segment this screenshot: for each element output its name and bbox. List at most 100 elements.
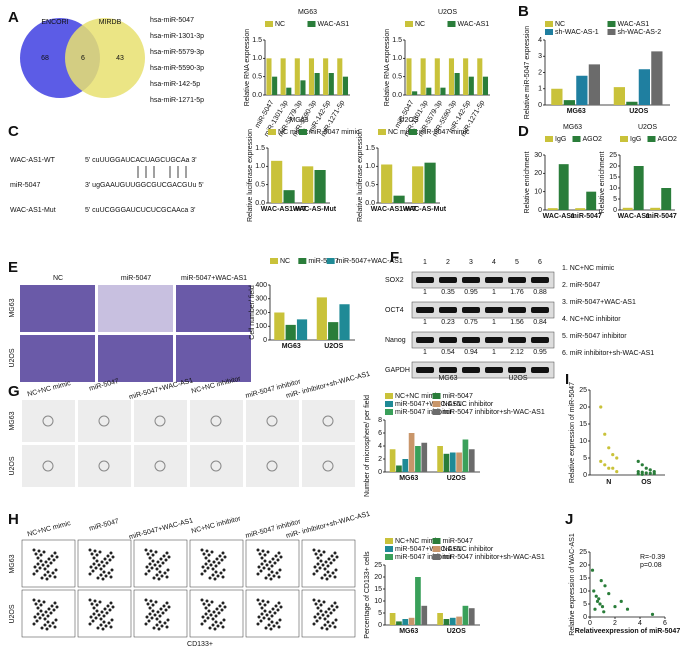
y-tick-label: 0.5 [252, 74, 262, 81]
chart-title: U2OS [438, 9, 457, 16]
flow-dot [40, 576, 44, 580]
bar [424, 162, 436, 203]
bar [588, 64, 600, 105]
point [640, 463, 644, 467]
flow-dot [102, 564, 106, 568]
flow-dot [36, 612, 40, 616]
flow-dot [223, 605, 227, 609]
y-tick-label: 15 [579, 421, 587, 428]
panel-letter: J [565, 511, 573, 528]
label: 4 [492, 259, 496, 266]
band [485, 307, 503, 313]
legend-label: IgG [630, 136, 641, 143]
y-tick-label: 300 [255, 296, 267, 303]
flow-dot [268, 560, 272, 564]
flow-dot [205, 549, 209, 553]
flow-dot [90, 552, 94, 556]
flow-dot [154, 600, 158, 604]
panel-letter: A [8, 9, 19, 26]
flow-dot [269, 577, 273, 581]
flow-dot [111, 555, 115, 559]
bar [437, 446, 443, 472]
flow-dot [214, 614, 218, 618]
bar [440, 87, 446, 95]
bar [381, 164, 393, 203]
flow-dot [151, 559, 155, 563]
flow-dot [98, 550, 102, 554]
flow-dot [317, 549, 321, 553]
micrograph [134, 400, 187, 442]
panel-letter: E [8, 259, 18, 276]
flow-dot [259, 569, 263, 573]
x-tick-label: miR-5047 [646, 213, 677, 220]
point [636, 472, 640, 476]
flow-dot [220, 608, 224, 612]
flow-dot [259, 619, 263, 623]
flow-dot [88, 622, 92, 626]
sphere [42, 460, 54, 472]
flow-dot [150, 566, 154, 570]
legend-label: NC+NC inhibitor [443, 401, 494, 408]
flow-dot [145, 565, 149, 569]
flow-dot [105, 611, 109, 615]
flow-dot [145, 615, 149, 619]
flow-dot [39, 553, 43, 557]
flow-dot [107, 571, 111, 575]
y-axis-label: Relative expression of WAC-AS1 [569, 533, 576, 636]
bar [389, 449, 396, 472]
flow-dot [335, 605, 339, 609]
flow-dot [48, 574, 52, 578]
y-axis-label: Relative RNA expression [384, 29, 391, 107]
flow-dot [160, 574, 164, 578]
flow-dot [330, 604, 334, 608]
panel-letter: G [8, 383, 20, 400]
flow-dot [151, 603, 155, 607]
flow-dot [315, 619, 319, 623]
flow-dot [204, 562, 208, 566]
legend-swatch [432, 538, 441, 544]
sphere [322, 415, 334, 427]
y-tick-label: 20 [579, 562, 587, 569]
flow-dot [150, 616, 154, 620]
flow-dot [36, 562, 40, 566]
flow-dot [201, 565, 205, 569]
bar [408, 433, 415, 472]
flow-dot [333, 601, 337, 605]
legend-label: WAC-AS1 [458, 21, 490, 28]
micrograph [22, 445, 75, 487]
flow-dot [272, 624, 276, 628]
legend-swatch [270, 258, 278, 264]
flow-dot [53, 551, 57, 555]
legend-swatch [432, 393, 441, 399]
bar [283, 190, 295, 203]
flow-dot [159, 557, 163, 561]
flow-dot [314, 552, 318, 556]
flow-dot [207, 609, 211, 613]
micrograph [133, 539, 188, 588]
y-axis-label: Relative enrichment [524, 152, 531, 214]
label: 5' cuUCGGGAUCUCUCGCAAca 3' [85, 207, 195, 214]
flow-dot [222, 618, 226, 622]
flow-dot [157, 627, 161, 631]
y-tick-label: 1.0 [365, 163, 375, 170]
bar [271, 160, 283, 203]
flow-dot [200, 548, 204, 552]
flow-dot [165, 575, 169, 579]
flow-dot [161, 561, 165, 565]
bar [396, 621, 402, 625]
flow-dot [166, 618, 170, 622]
point [590, 568, 595, 572]
flow-dot [146, 602, 150, 606]
legend-swatch [265, 21, 273, 27]
flow-dot [149, 549, 153, 553]
legend-label: miR-5047 mimic [419, 129, 470, 136]
flow-dot [95, 553, 99, 557]
flow-dot [95, 609, 99, 613]
flow-dot [330, 554, 334, 558]
flow-dot [167, 605, 171, 609]
flow-dot [33, 615, 37, 619]
point [607, 446, 611, 450]
flow-dot [257, 615, 261, 619]
bar [443, 453, 450, 472]
